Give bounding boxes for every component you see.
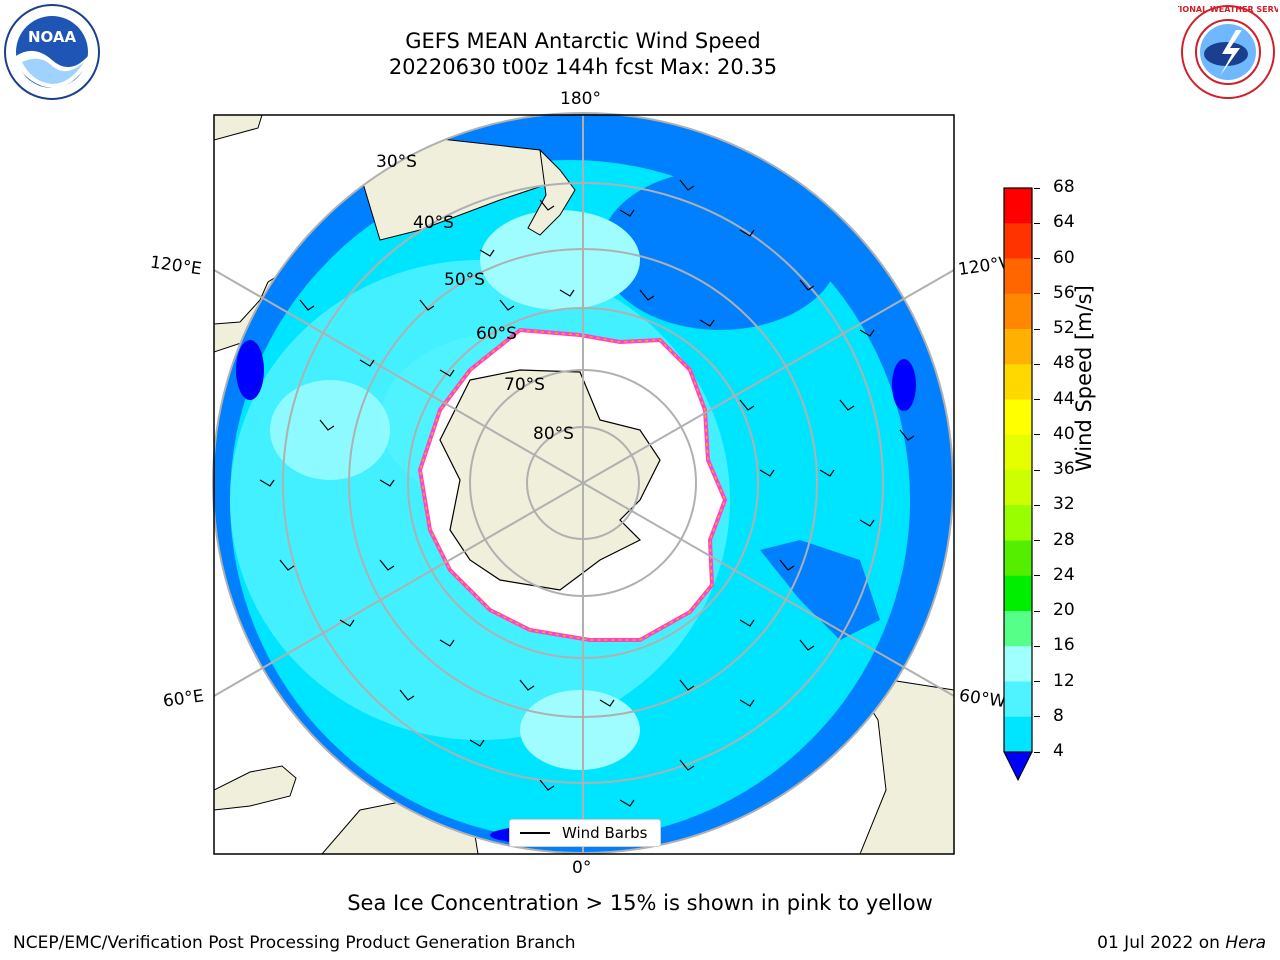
wind-barbs — [259, 179, 915, 807]
lat-label-70s: 70°S — [504, 375, 545, 395]
colorbar-bin — [1004, 646, 1032, 682]
sea-ice-edge-inner — [419, 329, 726, 641]
colorbar-tick-mark — [1034, 751, 1040, 753]
colorbar-tick-mark — [1034, 469, 1040, 471]
colorbar-tick-mark — [1034, 293, 1040, 295]
colorbar-tick-mark — [1034, 363, 1040, 365]
lon-label-0: 0° — [572, 858, 592, 878]
colorbar-tick-label: 56 — [1053, 282, 1075, 303]
colorbar-bin — [1004, 258, 1032, 295]
colorbar-bin — [1004, 611, 1032, 647]
colorbar-bin — [1004, 399, 1032, 436]
colorbar-tick-label: 40 — [1053, 423, 1075, 444]
footer-date-text: 01 Jul 2022 on — [1097, 933, 1226, 953]
colorbar-tick-mark — [1034, 258, 1040, 259]
colorbar-tick-label: 60 — [1053, 247, 1075, 268]
lat-label-40s: 40°S — [413, 213, 454, 233]
sea-ice-note: Sea Ice Concentration > 15% is shown in … — [347, 891, 933, 915]
colorbar-tick-label: 32 — [1053, 494, 1075, 515]
colorbar-tick-label: 64 — [1053, 212, 1075, 233]
colorbar-tick-label: 16 — [1053, 635, 1075, 656]
colorbar-label: Wind Speed [m/s] — [1072, 285, 1096, 472]
colorbar-bin — [1004, 223, 1032, 259]
colorbar-tick-label: 4 — [1053, 741, 1064, 761]
chart-subtitle: 20220630 t00z 144h fcst Max: 20.35 — [388, 55, 778, 79]
lon-label-180: 180° — [560, 89, 601, 109]
chart-title: GEFS MEAN Antarctic Wind Speed — [405, 29, 761, 53]
colorbar-tick-mark — [1034, 222, 1040, 224]
footer-system: Hera — [1225, 933, 1266, 953]
colorbar-bin — [1004, 575, 1032, 612]
graticule — [212, 112, 955, 854]
colorbar-frame — [1003, 187, 1033, 753]
colorbar-bin — [1004, 364, 1032, 400]
colorbar-tick-label: 52 — [1053, 318, 1075, 338]
colorbar-bin — [1004, 293, 1032, 330]
noaa-logo: NOAA — [4, 4, 100, 100]
lat-label-60s: 60°S — [476, 324, 517, 344]
lat-label-30s: 30°S — [376, 152, 417, 172]
colorbar-tick-mark — [1034, 716, 1040, 718]
colorbar-bin — [1004, 716, 1032, 753]
colorbar-tick-label: 20 — [1053, 600, 1075, 620]
noaa-logo-text: NOAA — [28, 28, 77, 46]
colorbar-tick-label: 68 — [1053, 177, 1075, 197]
colorbar-tick-mark — [1034, 540, 1040, 541]
wind-barbs-legend: Wind Barbs — [509, 819, 661, 847]
colorbar-bin — [1004, 681, 1032, 718]
colorbar-tick-mark — [1034, 399, 1040, 400]
colorbar-tick-label: 8 — [1053, 705, 1064, 726]
lat-label-80s: 80°S — [533, 424, 574, 444]
colorbar-bin — [1004, 540, 1032, 577]
footer-date: 01 Jul 2022 on Hera — [1097, 933, 1266, 953]
colorbar-tick-label: 24 — [1053, 564, 1075, 585]
legend-label: Wind Barbs — [562, 824, 648, 842]
legend-line-sample — [520, 832, 550, 834]
colorbar-tick-mark — [1034, 328, 1040, 330]
colorbar-extend-low — [1003, 751, 1033, 782]
colorbar-bin — [1004, 434, 1032, 471]
colorbar-bin — [1004, 505, 1032, 541]
colorbar-tick-mark — [1034, 681, 1040, 682]
nws-logo: NATIONAL WEATHER SERVICE — [1178, 5, 1278, 99]
colorbar-bin — [1004, 470, 1032, 506]
colorbar-bin — [1004, 188, 1032, 224]
colorbar-tick-mark — [1034, 645, 1040, 647]
colorbar-tick-label: 28 — [1053, 529, 1075, 550]
lat-label-50s: 50°S — [444, 270, 485, 290]
colorbar-tick-label: 36 — [1053, 459, 1075, 479]
colorbar-tick-label: 48 — [1053, 353, 1075, 374]
footer-organization: NCEP/EMC/Verification Post Processing Pr… — [13, 933, 576, 953]
colorbar-tick-mark — [1034, 504, 1040, 506]
colorbar-tick-mark — [1034, 187, 1040, 189]
colorbar-tick-label: 12 — [1053, 670, 1075, 691]
colorbar-tick-label: 44 — [1053, 388, 1075, 409]
map-frame — [213, 114, 955, 855]
colorbar-tick-mark — [1034, 434, 1040, 436]
colorbar-tick-mark — [1034, 575, 1040, 577]
nws-logo-text: NATIONAL WEATHER SERVICE — [1178, 5, 1278, 14]
colorbar-tick-mark — [1034, 610, 1040, 612]
colorbar — [1003, 187, 1033, 782]
colorbar-bin — [1004, 329, 1032, 365]
